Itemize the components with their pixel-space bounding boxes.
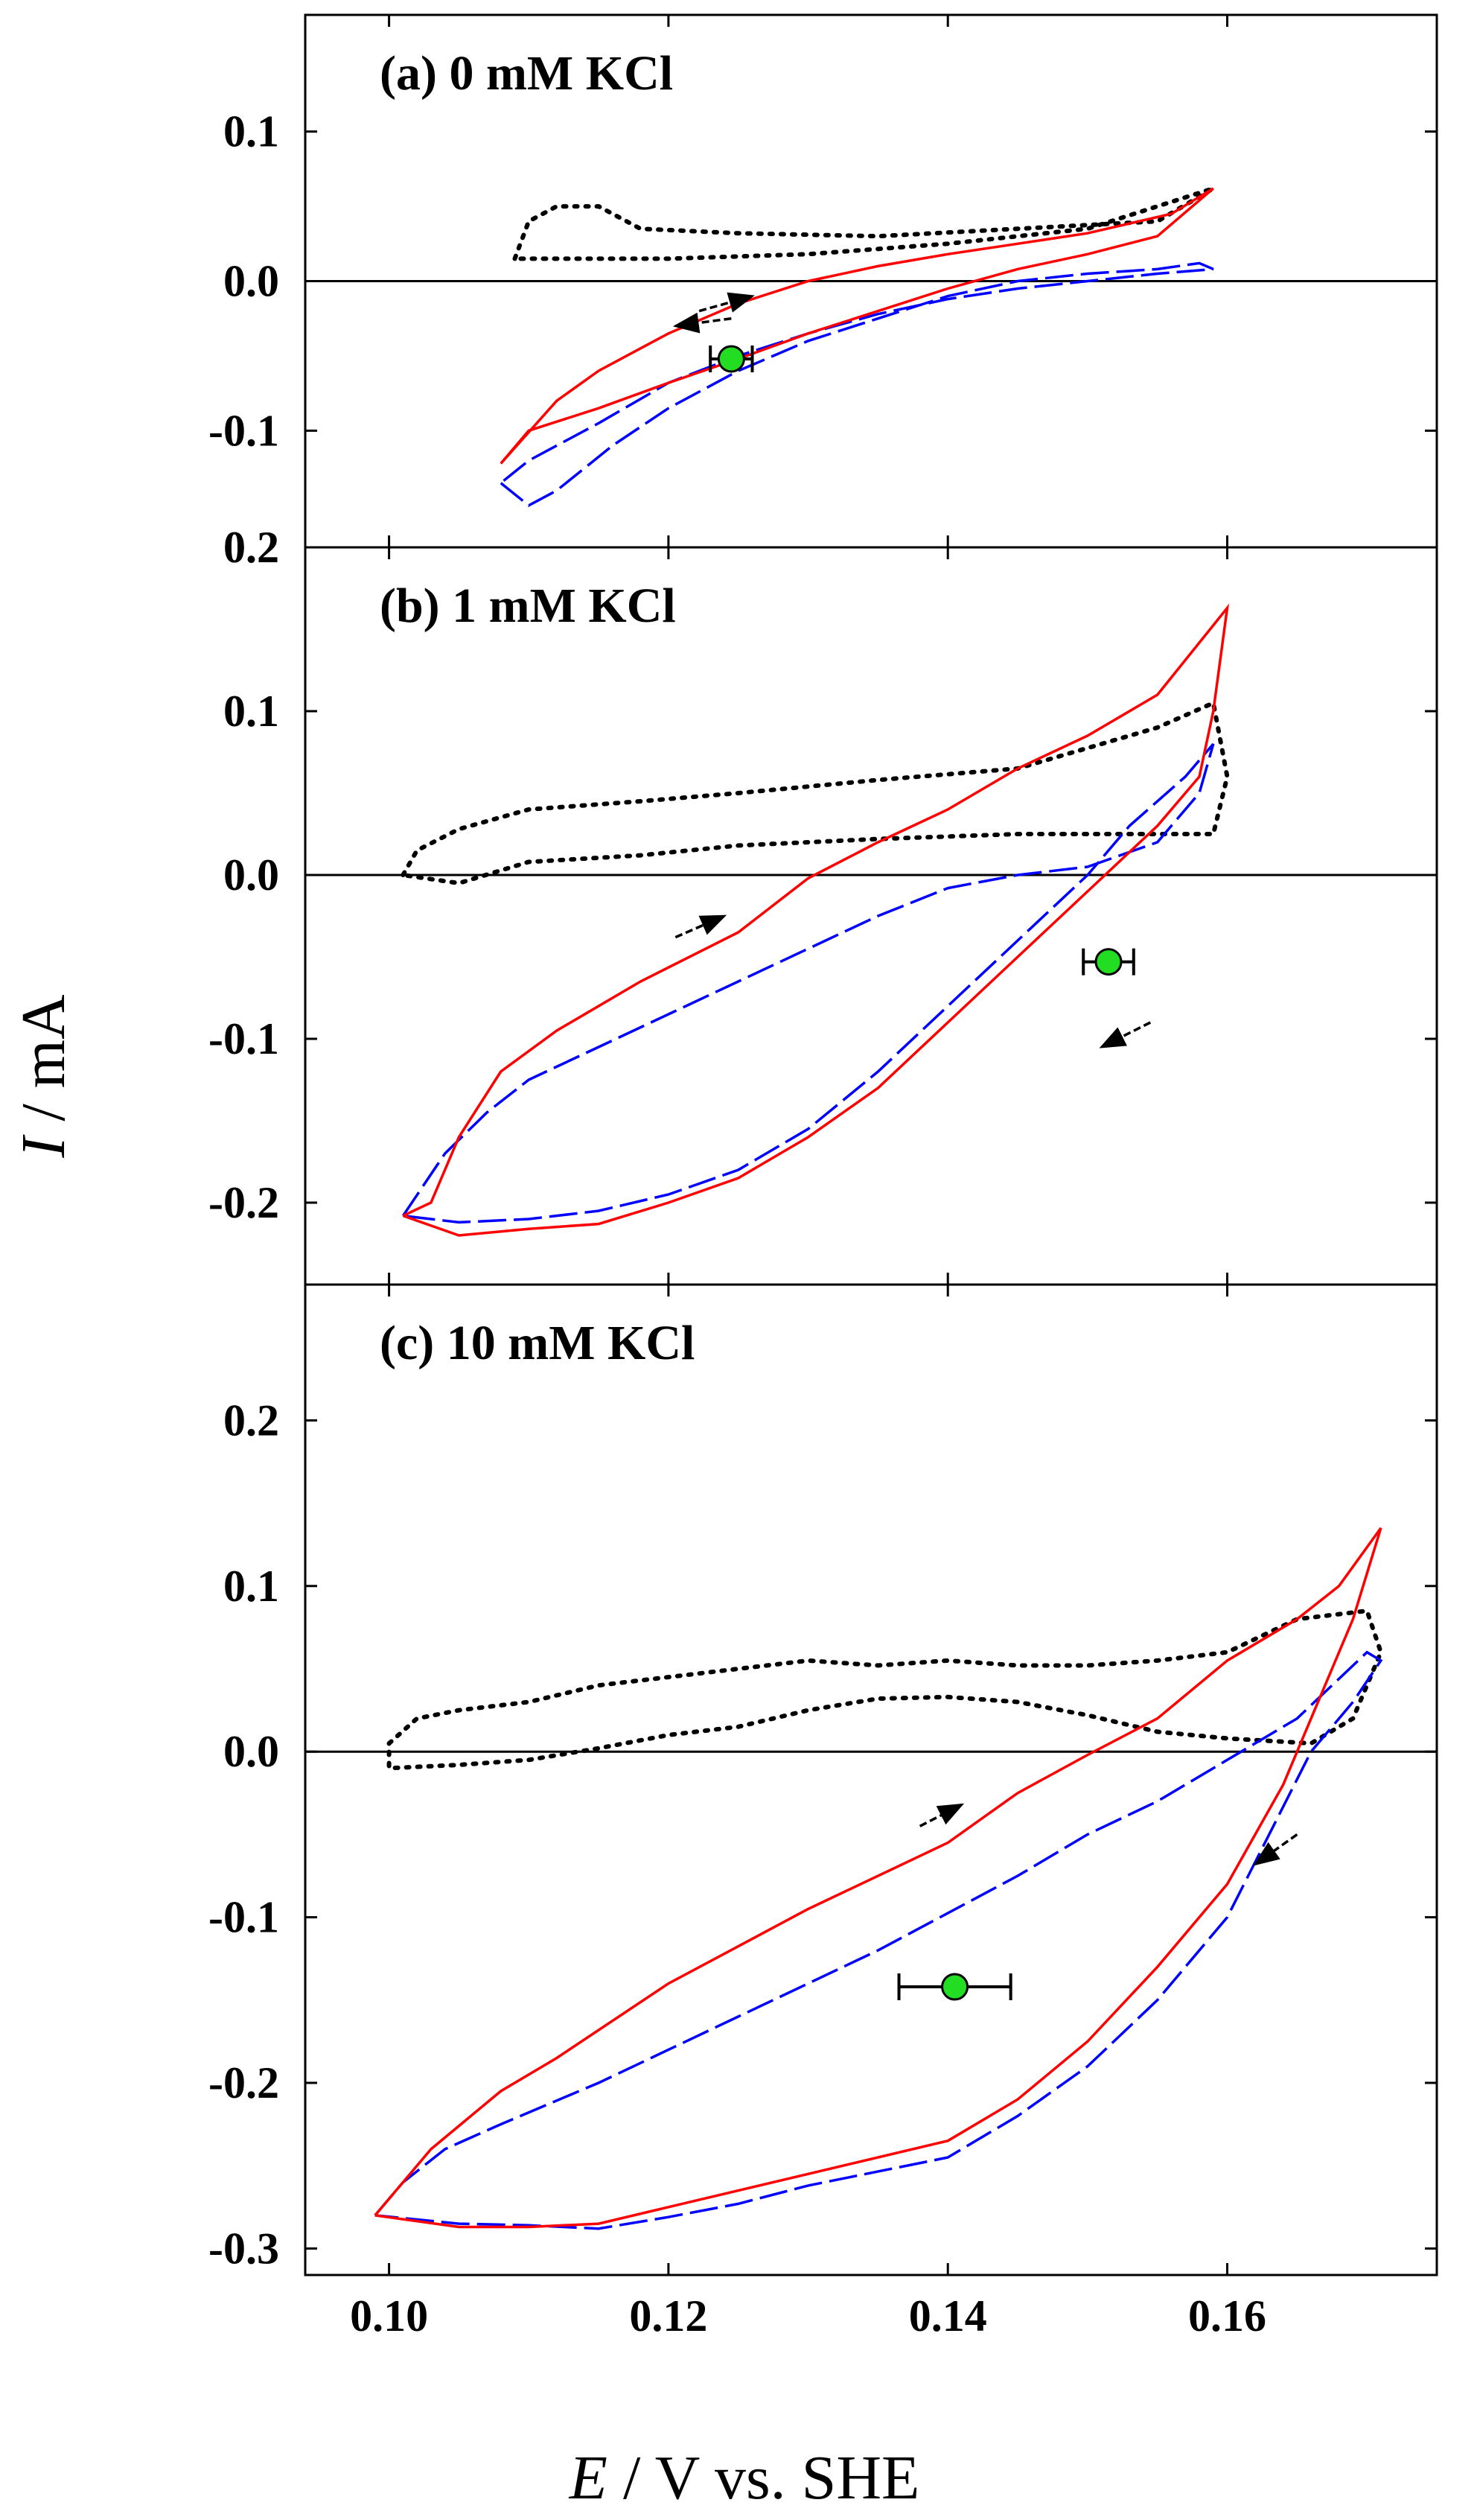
y-tick-label: -0.3 (208, 2224, 279, 2273)
series-black-dotted (401, 699, 1230, 886)
panel-label: (c) 10 mM KCl (380, 1316, 695, 1370)
y-tick-label: 0.0 (223, 1727, 279, 1776)
y-tick-label: 0.2 (223, 523, 279, 572)
series-red-solid (500, 187, 1214, 465)
panel-b: 0.2 0.1 0.0 -0.1 -0.2 (b) 1 mM KCl (208, 523, 1438, 1286)
y-tick-label: -0.1 (208, 1893, 279, 1942)
direction-arrow (919, 1803, 965, 1827)
y-tick-label: 0.0 (223, 850, 279, 900)
y-tick-label: -0.1 (208, 406, 279, 455)
x-tick-label: 0.12 (629, 2291, 707, 2341)
x-axis-title: E / V vs. SHE (569, 2443, 920, 2513)
series-blue-dashed (374, 1650, 1383, 2230)
series-red-solid (374, 1527, 1382, 2229)
panel-label: (b) 1 mM KCl (380, 579, 676, 633)
y-tick-label: 0.1 (223, 1562, 279, 1611)
direction-arrow (1253, 1833, 1298, 1866)
direction-arrow (674, 914, 727, 939)
series-blue-dashed (401, 742, 1215, 1224)
data-point-marker (941, 1973, 969, 2001)
x-tick-label: 0.10 (350, 2291, 428, 2341)
panel-label: (a) 0 mM KCl (380, 46, 673, 101)
y-tick-label: -0.1 (208, 1014, 279, 1063)
y-tick-label: 0.0 (223, 257, 279, 306)
y-tick-label: 0.1 (223, 107, 279, 156)
series-blue-dashed (500, 261, 1214, 507)
x-tick-label: 0.14 (909, 2291, 987, 2341)
x-tick-label: 0.16 (1188, 2291, 1266, 2341)
data-point-marker (1094, 948, 1123, 976)
series-red-solid (402, 603, 1230, 1237)
y-tick-label: -0.2 (208, 2058, 279, 2107)
panel-frame (304, 1283, 1438, 2276)
y-tick-label: 0.1 (223, 687, 279, 736)
direction-arrow (672, 312, 732, 334)
direction-arrow (1099, 1021, 1152, 1049)
series-black-dotted (512, 186, 1215, 261)
series-black-dotted (386, 1608, 1384, 1771)
y-tick-label: 0.2 (223, 523, 279, 572)
panel-frame (304, 546, 1438, 1286)
panel-c: 0.2 0.1 0.0 -0.1 -0.2 -0.3 (c) 10 mM KCl (208, 1283, 1438, 2276)
y-tick-label: 0.2 (223, 1396, 279, 1445)
data-point-marker (717, 345, 745, 373)
panel-a: 0.1 0.0 -0.1 0.2 (a) 0 mM KCl (208, 13, 1438, 572)
y-axis-title: I / mA (9, 994, 78, 1159)
direction-arrow (698, 292, 755, 313)
y-tick-label: -0.2 (208, 1178, 279, 1227)
